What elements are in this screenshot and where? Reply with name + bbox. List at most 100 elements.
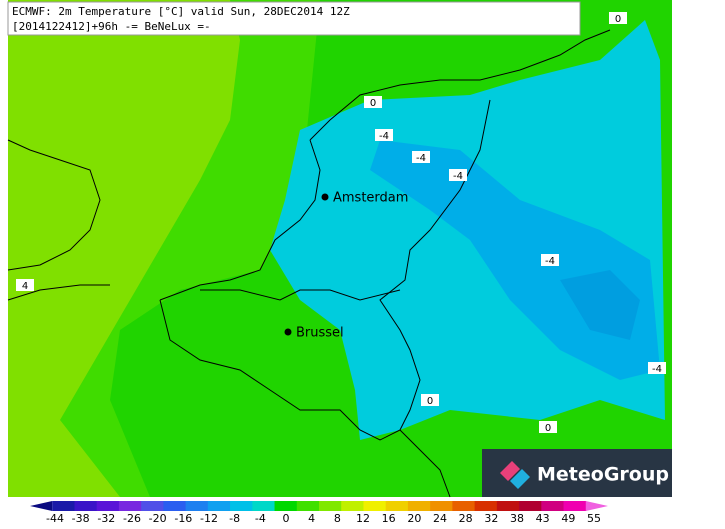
- legend-swatch: [52, 501, 75, 511]
- contour-label-bg: [375, 129, 393, 141]
- legend-label: 16: [382, 512, 396, 525]
- coastline: [159, 139, 321, 301]
- legend-swatch: [296, 501, 320, 511]
- legend-swatch: [118, 501, 142, 511]
- contour-label-bg: [421, 394, 439, 406]
- legend-swatch: [30, 501, 53, 511]
- contour-label-text: 0: [370, 98, 376, 109]
- legend-swatch: [385, 501, 409, 511]
- legend-swatch: [496, 501, 520, 511]
- legend-label: -4: [255, 512, 266, 525]
- legend-label: 32: [484, 512, 498, 525]
- contour-label: -4: [648, 362, 666, 375]
- legend-swatch: [230, 501, 253, 511]
- legend-swatch: [363, 501, 387, 511]
- contour-label-bg: [412, 151, 430, 163]
- legend-label: -32: [97, 512, 115, 525]
- contour-label-text: -4: [453, 171, 463, 182]
- legend-swatch: [274, 501, 298, 511]
- city-dot: [284, 328, 292, 336]
- header-line: [2014122412]+96h -= BeNeLux =-: [12, 20, 211, 33]
- city-label: Brussel: [296, 326, 344, 341]
- field-dark-blue: [560, 270, 640, 340]
- legend-label: -20: [149, 512, 167, 525]
- contour-label-text: 0: [427, 396, 433, 407]
- contour-label-bg: [16, 279, 34, 291]
- legend-swatch: [430, 501, 453, 511]
- legend-swatch: [563, 501, 587, 511]
- legend-label: 4: [308, 512, 315, 525]
- contour-label: -4: [449, 169, 467, 182]
- legend-swatch: [163, 501, 187, 511]
- border: [399, 429, 451, 498]
- color-legend: -44 -38 -32 -26 -20 -16 -12 -8 -4 0 4 8 12 16 20 24 28 32…: [30, 501, 608, 525]
- legend-swatch: [185, 501, 209, 511]
- legend-swatch: [585, 501, 608, 511]
- coastline: [309, 29, 611, 141]
- contour-label: 0: [421, 394, 439, 407]
- legend-swatch: [74, 501, 98, 511]
- legend-label: -16: [174, 512, 192, 525]
- contour-label: -4: [541, 254, 559, 267]
- legend-label: -8: [229, 512, 240, 525]
- legend-swatch: [141, 501, 164, 511]
- coastline: [7, 139, 101, 271]
- header-line: ECMWF: 2m Temperature [°C] valid Sun, 28…: [12, 5, 350, 18]
- cities: Amsterdam Brussel: [284, 191, 408, 341]
- contour-label-bg: [609, 12, 627, 24]
- contour-label-text: 4: [22, 281, 28, 292]
- legend-label: 20: [407, 512, 421, 525]
- legend-label: 28: [459, 512, 473, 525]
- legend-swatch: [541, 501, 565, 511]
- contour-label-text: 0: [615, 14, 621, 25]
- legend-swatch: [341, 501, 364, 511]
- legend-label: 12: [356, 512, 370, 525]
- contour-label-bg: [541, 254, 559, 266]
- legend-label: 24: [433, 512, 447, 525]
- city-dot: [321, 193, 329, 201]
- coastline: [7, 284, 110, 301]
- contour-label-text: 0: [545, 423, 551, 434]
- map-fields: [8, 0, 672, 497]
- legend-label: -44: [46, 512, 64, 525]
- city-label: Amsterdam: [333, 191, 408, 206]
- legend-swatch: [96, 501, 120, 511]
- legend-swatch: [252, 501, 276, 511]
- contour-label: 0: [364, 96, 382, 109]
- contour-label: 4: [16, 279, 34, 292]
- legend-swatch: [319, 501, 342, 511]
- contour-label-bg: [539, 421, 557, 433]
- header-box: [7, 1, 581, 36]
- contour-label-text: -4: [545, 256, 555, 267]
- legend-swatch: [407, 501, 431, 511]
- legend-label: -12: [200, 512, 218, 525]
- borders: [7, 29, 611, 498]
- legend-swatch: [207, 501, 231, 511]
- contour-label-text: -4: [416, 153, 426, 164]
- contour-label-bg: [449, 169, 467, 181]
- contour-label: -4: [412, 151, 430, 164]
- legend-label: 43: [536, 512, 550, 525]
- contour-labels: 0 0 -4 -4 -4 -4 -4 0 0 4: [16, 12, 666, 434]
- contour-label-bg: [648, 362, 666, 374]
- legend-label: 8: [334, 512, 341, 525]
- legend-label: -26: [123, 512, 141, 525]
- legend-swatch: [474, 501, 498, 511]
- legend-label: -38: [72, 512, 90, 525]
- logo-text: MeteoGroup: [537, 464, 669, 486]
- contour-label-text: -4: [652, 364, 662, 375]
- legend-label: 0: [283, 512, 290, 525]
- contour-label-text: -4: [379, 131, 389, 142]
- legend-swatch: [452, 501, 476, 511]
- contour-label: 0: [539, 421, 557, 434]
- border: [159, 99, 491, 441]
- logo-icon: [500, 461, 530, 489]
- contour-label: -4: [375, 129, 393, 142]
- contour-label-bg: [364, 96, 382, 108]
- border: [200, 289, 401, 301]
- legend-label: 55: [587, 512, 601, 525]
- contour-label: 0: [609, 12, 627, 25]
- legend-label: 38: [510, 512, 524, 525]
- legend-swatch: [519, 501, 542, 511]
